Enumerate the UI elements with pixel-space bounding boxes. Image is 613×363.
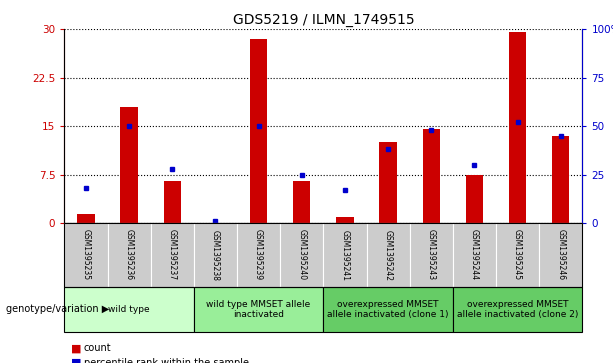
Text: GSM1395240: GSM1395240 [297,229,306,281]
Text: GSM1395242: GSM1395242 [384,229,392,281]
Text: GSM1395235: GSM1395235 [82,229,91,281]
Text: GSM1395245: GSM1395245 [513,229,522,281]
Text: GSM1395237: GSM1395237 [168,229,177,281]
Text: GSM1395239: GSM1395239 [254,229,263,281]
Bar [379,142,397,223]
Bar [466,175,483,223]
Text: GSM1395236: GSM1395236 [124,229,134,281]
Text: ■: ■ [70,358,81,363]
Text: ■: ■ [70,343,81,354]
Text: GSM1395243: GSM1395243 [427,229,436,281]
Text: GSM1395244: GSM1395244 [470,229,479,281]
Bar [121,107,138,223]
Bar [509,32,526,223]
Text: wild type: wild type [109,305,150,314]
Text: GSM1395246: GSM1395246 [556,229,565,281]
Bar [422,129,440,223]
Bar [552,136,569,223]
Text: overexpressed MMSET
allele inactivated (clone 2): overexpressed MMSET allele inactivated (… [457,300,578,319]
Bar [164,181,181,223]
Title: GDS5219 / ILMN_1749515: GDS5219 / ILMN_1749515 [232,13,414,26]
Text: overexpressed MMSET
allele inactivated (clone 1): overexpressed MMSET allele inactivated (… [327,300,449,319]
Bar [293,181,310,223]
Text: GSM1395238: GSM1395238 [211,229,220,281]
Bar [337,217,354,223]
Text: genotype/variation ▶: genotype/variation ▶ [6,305,109,314]
Text: count: count [84,343,112,354]
Bar [250,39,267,223]
Text: percentile rank within the sample: percentile rank within the sample [84,358,249,363]
Text: wild type MMSET allele
inactivated: wild type MMSET allele inactivated [207,300,311,319]
Bar [77,213,94,223]
Text: GSM1395241: GSM1395241 [340,229,349,281]
